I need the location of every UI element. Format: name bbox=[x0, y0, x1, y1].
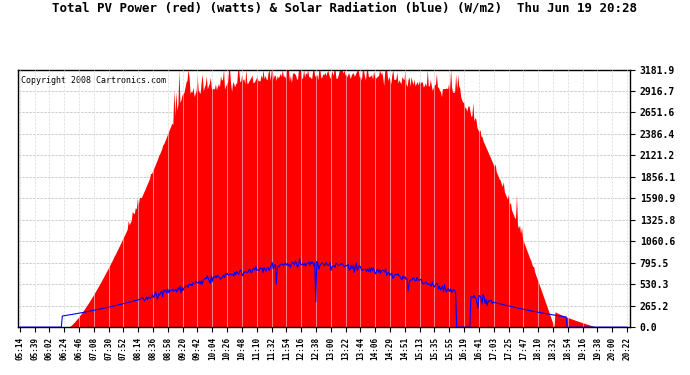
Text: Copyright 2008 Cartronics.com: Copyright 2008 Cartronics.com bbox=[21, 76, 166, 85]
Text: Total PV Power (red) (watts) & Solar Radiation (blue) (W/m2)  Thu Jun 19 20:28: Total PV Power (red) (watts) & Solar Rad… bbox=[52, 2, 638, 15]
